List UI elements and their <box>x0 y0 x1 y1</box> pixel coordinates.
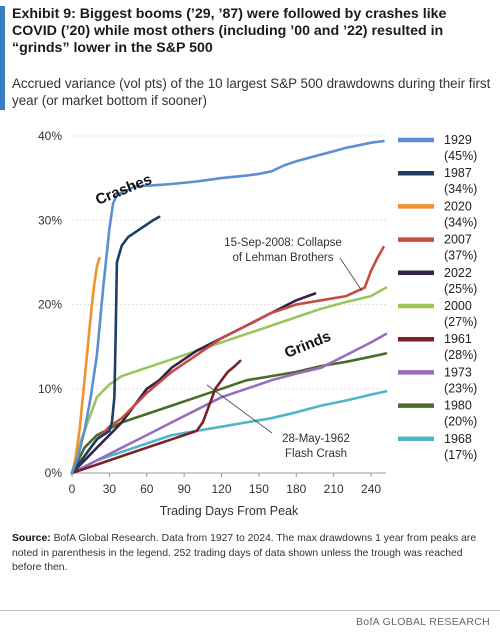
annotation-lehman-pointer <box>339 257 363 292</box>
legend-drawdown-2020: (34%) <box>444 215 477 229</box>
source-note: Source: BofA Global Research. Data from … <box>12 532 488 576</box>
source-label: Source: <box>12 533 51 544</box>
legend-drawdown-1973: (23%) <box>444 381 477 395</box>
line-chart: 0% 10% 20% 30% 40% 0 30 60 90 120 150 180 210 240 Trad… <box>38 129 477 518</box>
series-line-1987 <box>70 215 161 475</box>
legend-drawdown-1980: (20%) <box>444 415 477 429</box>
x-tick-label: 60 <box>140 482 154 496</box>
annotations: Crashes Grinds 15-Sep-2008: Collapse of Leh… <box>93 171 363 460</box>
legend-label-2022: 2022 <box>444 266 472 280</box>
y-tick-label: 40% <box>38 129 62 143</box>
series-line-2020 <box>70 256 101 475</box>
x-tick-label: 240 <box>361 482 381 496</box>
series-line-1968 <box>70 389 388 475</box>
x-tick-label: 180 <box>286 482 306 496</box>
title-accent-bar <box>0 6 5 110</box>
y-tick-label: 30% <box>38 213 62 227</box>
y-tick-label: 0% <box>45 466 63 480</box>
legend-label-2007: 2007 <box>444 233 472 247</box>
legend: 1929 (45%) 1987 (34%) 2020 (34%) 2007 (37%) 2022… <box>398 133 477 462</box>
legend-label-1968: 1968 <box>444 432 472 446</box>
series-line-1929 <box>70 139 385 475</box>
legend-drawdown-2022: (25%) <box>444 282 477 296</box>
chart-subtitle: Accrued variance (vol pts) of the 10 lar… <box>12 76 491 108</box>
series-line-1973 <box>70 332 388 475</box>
series-line-1961 <box>70 359 242 475</box>
gridlines <box>72 135 386 390</box>
x-tick-label: 30 <box>103 482 117 496</box>
legend-label-1929: 1929 <box>444 133 472 147</box>
legend-label-2020: 2020 <box>444 199 472 213</box>
annotation-lehman: 15-Sep-2008: Collapse of Lehman Brothers <box>224 237 342 264</box>
annotation-flash-crash: 28-May-1962 Flash Crash <box>282 433 350 460</box>
series-line-2022 <box>70 292 317 475</box>
legend-drawdown-2000: (27%) <box>444 315 477 329</box>
x-tick-label: 90 <box>177 482 191 496</box>
chart-title: Exhibit 9: Biggest booms (’29, ’87) were… <box>12 6 447 56</box>
legend-drawdown-1961: (28%) <box>444 348 477 362</box>
legend-label-1973: 1973 <box>444 365 472 379</box>
footer-divider <box>0 610 500 611</box>
y-tick-label: 10% <box>38 382 62 396</box>
series-lines <box>70 139 388 475</box>
annotation-flash-crash-pointer <box>206 384 273 434</box>
legend-drawdown-2007: (37%) <box>444 249 477 263</box>
series-line-2007 <box>70 245 385 475</box>
source-text: BofA Global Research. Data from 1927 to … <box>12 533 477 573</box>
legend-drawdown-1929: (45%) <box>444 149 477 163</box>
legend-label-1961: 1961 <box>444 332 472 346</box>
annotation-crashes: Crashes <box>93 171 154 209</box>
legend-drawdown-1987: (34%) <box>444 182 477 196</box>
y-tick-label: 20% <box>38 298 62 312</box>
footer-brand: BofA GLOBAL RESEARCH <box>356 616 490 628</box>
series-line-2000 <box>70 286 388 475</box>
legend-drawdown-1968: (17%) <box>444 448 477 462</box>
axes: 0% 10% 20% 30% 40% 0 30 60 90 120 150 180 210 240 Trad… <box>38 129 386 518</box>
x-tick-label: 210 <box>324 482 344 496</box>
x-axis-label: Trading Days From Peak <box>160 504 299 518</box>
legend-label-1987: 1987 <box>444 166 472 180</box>
legend-label-1980: 1980 <box>444 399 472 413</box>
x-tick-label: 120 <box>212 482 232 496</box>
x-tick-label: 0 <box>69 482 76 496</box>
annotation-grinds: Grinds <box>282 328 333 362</box>
legend-label-2000: 2000 <box>444 299 472 313</box>
x-tick-label: 150 <box>249 482 269 496</box>
